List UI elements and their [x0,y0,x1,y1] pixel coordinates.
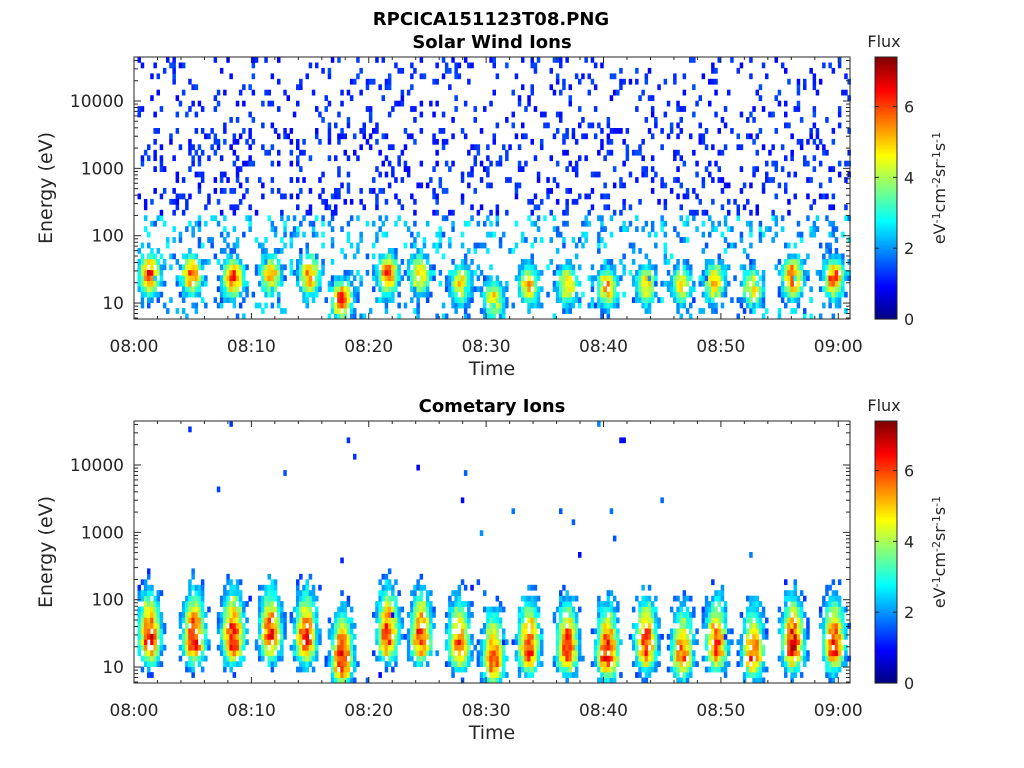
panel-title: Cometary Ions [419,396,566,417]
colorbar-tick-label: 2 [904,603,914,622]
y-tick-label: 100 [92,591,124,611]
x-tick-label: 08:00 [110,701,159,721]
x-tick-label: 08:20 [344,337,393,357]
colorbar-tick-label: 6 [904,462,914,481]
colorbar-frame [874,420,898,684]
x-axis-label: Time [468,358,516,380]
colorbar-title: Flux [867,32,900,51]
spectrogram [137,57,851,320]
panel-1: Solar Wind Ions 08:00 08:10 08:20 08:30 08:40… [35,32,949,380]
panel-2: Cometary Ions 08:00 08:10 08:20 08:30 08:40 08… [35,396,949,744]
x-tick-label: 08:30 [462,701,511,721]
figure-title: RPCICA151123T08.PNG [373,9,609,30]
panel-title: Solar Wind Ions [412,32,571,53]
x-tick-label: 08:20 [344,701,393,721]
x-tick-label: 09:00 [814,701,863,721]
y-axis-label: Energy (eV) [35,496,57,608]
x-tick-label: 08:00 [110,337,159,357]
x-tick-label: 08:30 [462,337,511,357]
colorbar-tick-label: 0 [904,310,914,329]
x-tick-label: 08:50 [696,337,745,357]
x-tick-label: 08:10 [227,701,276,721]
colorbar-title: Flux [867,396,900,415]
x-tick-label: 08:40 [579,701,628,721]
colorbar-frame [874,56,898,320]
spectrogram [137,421,851,684]
colorbar: 0 2 4 6 Flux eV-1cm-2sr-1s-1 [867,32,949,329]
x-tick-label: 08:40 [579,337,628,357]
y-tick-label: 10000 [70,92,124,112]
x-tick-label: 09:00 [814,337,863,357]
y-tick-label: 10000 [70,456,124,476]
colorbar-tick-label: 6 [904,98,914,117]
axes-box [133,420,851,684]
colorbar-tick-label: 2 [904,239,914,258]
colorbar: 0 2 4 6 Flux eV-1cm-2sr-1s-1 [867,396,949,693]
x-axis-label: Time [468,722,516,744]
y-tick-label: 1000 [81,159,124,179]
y-axis-label: Energy (eV) [35,132,57,244]
colorbar-label: eV-1cm-2sr-1s-1 [930,496,949,608]
x-tick-label: 08:10 [227,337,276,357]
y-tick-label: 10 [102,658,124,678]
colorbar-tick-label: 4 [904,168,914,187]
colorbar-label: eV-1cm-2sr-1s-1 [930,132,949,244]
y-tick-label: 100 [92,227,124,247]
y-tick-label: 10 [102,294,124,314]
x-tick-label: 08:50 [696,701,745,721]
y-tick-label: 1000 [81,523,124,543]
colorbar-tick-label: 0 [904,674,914,693]
colorbar-tick-label: 4 [904,532,914,551]
axes-box [133,56,851,320]
